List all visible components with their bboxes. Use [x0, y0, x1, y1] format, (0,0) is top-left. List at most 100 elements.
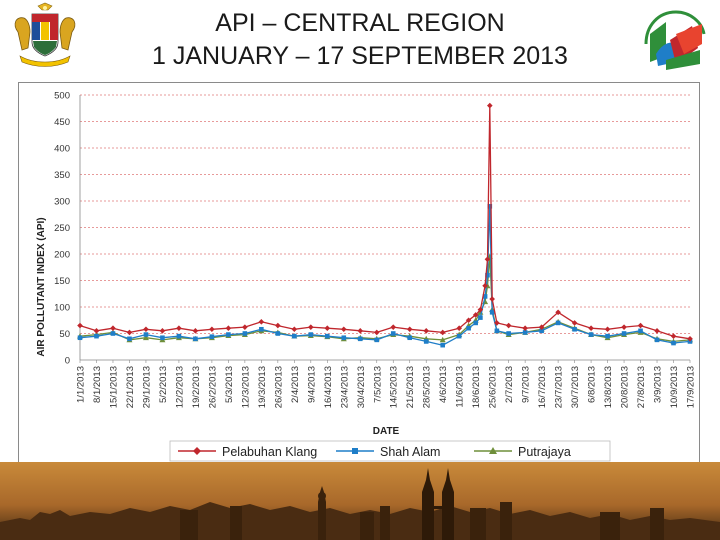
data-point	[555, 309, 561, 316]
data-point	[478, 315, 483, 320]
data-point	[94, 333, 99, 339]
data-point	[308, 332, 314, 337]
x-tick-label: 16/7/2013	[537, 366, 548, 408]
x-tick-label: 11/6/2013	[455, 366, 466, 408]
x-tick-label: 29/1/2013	[141, 366, 152, 408]
data-point	[494, 328, 500, 334]
jabatan-alam-sekitar-logo	[644, 10, 706, 70]
data-point	[291, 326, 298, 333]
data-point	[621, 331, 627, 336]
data-point	[687, 336, 693, 342]
api-line-chart: 0 50 100 150 200 250 300 350 400 450 500 1/1/2013 8…	[36, 91, 697, 462]
data-point	[259, 326, 264, 332]
data-point	[275, 322, 281, 329]
data-point	[357, 336, 363, 342]
x-tick-label: 30/7/2013	[570, 366, 581, 408]
x-tick-label: 5/3/2013	[224, 366, 235, 403]
data-point	[143, 326, 149, 333]
data-point	[440, 342, 446, 348]
square-marker-icon	[352, 448, 358, 454]
triangle-marker-icon	[489, 447, 497, 454]
x-tick-label: 12/3/2013	[240, 366, 251, 408]
legend-label: Shah Alam	[380, 445, 440, 459]
data-point	[494, 320, 500, 326]
data-point	[671, 340, 676, 346]
x-tick-label: 23/7/2013	[554, 366, 565, 408]
data-point	[340, 326, 347, 333]
data-point	[485, 272, 490, 278]
series-line	[79, 104, 691, 340]
data-point	[423, 339, 429, 344]
legend-label: Putrajaya	[518, 445, 571, 459]
data-point	[258, 319, 265, 325]
data-point	[439, 329, 446, 336]
y-axis-label: AIR POLLUTANT INDEX (API)	[36, 217, 47, 356]
data-point	[604, 326, 611, 333]
legend-item-pelabuhan-klang: Pelabuhan Klang	[178, 445, 317, 459]
data-point	[465, 317, 472, 324]
data-point	[209, 326, 215, 333]
y-tick-label: 250	[54, 223, 70, 234]
data-point	[225, 325, 232, 331]
data-point	[292, 333, 297, 339]
x-tick-label: 10/9/2013	[669, 366, 680, 408]
data-point	[406, 326, 413, 333]
x-tick-label: 15/1/2013	[108, 366, 119, 408]
x-tick-label: 13/8/2013	[603, 366, 614, 408]
x-tick-label: 14/5/2013	[389, 366, 400, 408]
data-point	[472, 312, 479, 318]
data-point	[110, 325, 116, 331]
x-tick-label: 5/2/2013	[158, 366, 169, 403]
y-tick-label: 300	[54, 197, 70, 208]
data-point	[308, 324, 314, 330]
data-point	[176, 333, 182, 339]
x-tick-label: 25/6/2013	[488, 366, 499, 408]
city-skyline-photo	[0, 462, 720, 540]
data-point	[505, 322, 512, 329]
data-point	[176, 325, 182, 331]
x-tick-label: 27/8/2013	[636, 366, 647, 408]
data-point	[341, 335, 347, 341]
data-point	[571, 320, 578, 326]
data-point	[193, 336, 198, 342]
x-tick-label: 6/8/2013	[587, 366, 598, 403]
x-tick-label: 3/9/2013	[653, 366, 664, 403]
x-tick-label: 23/4/2013	[339, 366, 350, 408]
x-tick-label: 26/3/2013	[273, 366, 284, 408]
y-tick-label: 150	[54, 276, 70, 287]
series-pelabuhan-klang	[77, 102, 693, 342]
x-tick-label: 18/6/2013	[471, 366, 482, 408]
malaysia-coat-of-arms-icon	[14, 2, 76, 67]
data-point	[242, 331, 248, 336]
axes: 0 50 100 150 200 250 300 350 400 450 500	[54, 91, 690, 367]
data-point	[192, 328, 199, 334]
data-point	[473, 320, 478, 326]
data-point	[110, 331, 116, 336]
legend: Pelabuhan Klang Shah Alam Putrajaya	[169, 440, 611, 462]
x-tick-label: 9/7/2013	[521, 366, 532, 403]
data-point	[160, 335, 165, 341]
data-point	[487, 102, 493, 109]
x-tick-label: 20/8/2013	[620, 366, 631, 408]
data-point	[588, 332, 594, 337]
x-tick-label: 19/2/2013	[191, 366, 202, 408]
data-point	[456, 333, 462, 339]
data-point	[637, 322, 644, 329]
x-tick-label: 4/6/2013	[438, 366, 449, 403]
data-point	[456, 325, 462, 331]
data-point	[126, 329, 133, 336]
data-point	[77, 335, 83, 341]
data-point	[654, 337, 660, 343]
data-point	[522, 330, 528, 335]
data-point	[484, 256, 491, 263]
x-tick-label: 7/5/2013	[372, 366, 383, 403]
y-tick-label: 100	[54, 303, 70, 314]
legend-item-shah-alam: Shah Alam	[336, 445, 440, 459]
x-tick-label: 12/2/2013	[174, 366, 185, 408]
data-point	[572, 326, 577, 332]
data-point	[588, 325, 594, 331]
y-tick-label: 50	[59, 329, 70, 340]
data-point	[407, 335, 413, 341]
legend-box	[169, 440, 611, 462]
data-point	[670, 333, 677, 339]
